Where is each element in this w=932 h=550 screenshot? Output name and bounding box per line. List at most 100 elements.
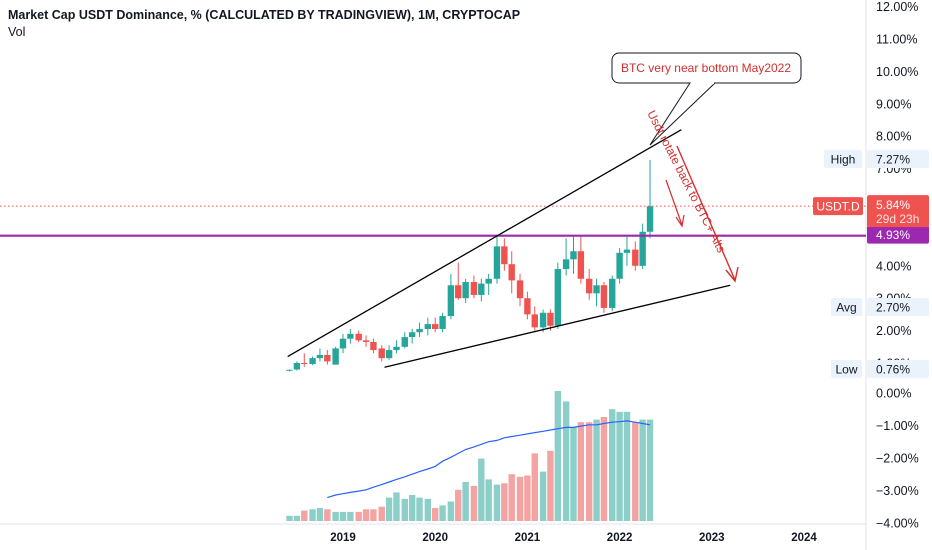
candle-body xyxy=(362,340,370,342)
candle-body xyxy=(554,269,562,326)
volume-tick-label: −4.00% xyxy=(876,517,919,531)
volume-bar xyxy=(485,479,492,521)
small-arrow-head xyxy=(675,214,685,228)
time-tick-label: 2021 xyxy=(515,532,541,544)
candle-body xyxy=(623,249,631,253)
rotation-arrow-line[interactable] xyxy=(676,145,736,281)
candle-body xyxy=(355,333,362,341)
avg-tag: Avg 2.70% xyxy=(831,298,929,316)
volume-bar xyxy=(370,509,377,521)
trendline[interactable] xyxy=(287,129,682,358)
candle-body xyxy=(547,312,554,326)
volume-bar xyxy=(385,497,393,521)
current-value: 5.84% xyxy=(876,198,910,212)
low-tag: Low 0.76% xyxy=(831,360,929,378)
volume-indicator-label: Vol xyxy=(8,25,25,39)
candle-body xyxy=(347,333,354,339)
volume-bar xyxy=(593,419,600,521)
volume-bar xyxy=(639,419,646,521)
candle-body xyxy=(577,251,585,279)
drawings[interactable] xyxy=(0,129,866,368)
volume-bar xyxy=(585,422,593,521)
candle-body xyxy=(585,278,593,294)
avg-tag-label: Avg xyxy=(836,300,856,314)
avg-tag-label-bg xyxy=(831,298,862,316)
candle-body xyxy=(408,332,416,338)
volume-bar xyxy=(646,419,654,521)
current-value-bg xyxy=(867,195,929,228)
volume-bar xyxy=(508,474,515,521)
high-tag-value-bg xyxy=(867,150,929,168)
small-arrow-line xyxy=(665,179,683,226)
candle-body xyxy=(516,280,524,299)
avg-tag-value-bg xyxy=(867,298,929,316)
arrow-annotation-text: Usdt rotate back to BTC+ Alts xyxy=(644,108,728,255)
volume-bar xyxy=(455,489,462,521)
time-tick-label: 2023 xyxy=(699,532,725,544)
candle-body xyxy=(600,285,608,308)
low-tag-value: 0.76% xyxy=(876,362,910,376)
candle-body xyxy=(293,363,301,370)
candle-body xyxy=(646,206,654,232)
volume-bar xyxy=(439,505,446,521)
candle-body xyxy=(301,363,308,364)
candle-body xyxy=(531,314,538,328)
volume-bar xyxy=(324,509,331,521)
time-axis[interactable]: 2019 2020 2021 2022 2023 2024 xyxy=(330,532,817,544)
candle-body xyxy=(632,249,639,266)
trendline[interactable] xyxy=(384,284,731,368)
volume-bar xyxy=(623,411,631,521)
current-symbol-label: USDT.D xyxy=(816,199,860,213)
time-tick-label: 2019 xyxy=(330,532,356,544)
chart-title: Market Cap USDT Dominance, % (CALCULATED… xyxy=(8,8,520,22)
volume-bar xyxy=(470,485,478,521)
candle-body xyxy=(447,285,455,317)
callout-annotation[interactable]: BTC very near bottom May2022 xyxy=(611,52,802,146)
bar-countdown: 29d 23h xyxy=(876,212,919,226)
volume-bar xyxy=(539,471,547,521)
candle-body xyxy=(562,259,570,270)
candle-body xyxy=(385,350,393,359)
low-tag-label-bg xyxy=(831,360,862,378)
price-tick-label: 9.00% xyxy=(876,97,911,111)
price-tick-label: 8.00% xyxy=(876,130,911,144)
volume-bar xyxy=(301,510,308,521)
candle-body xyxy=(370,341,377,351)
candle-body xyxy=(524,298,531,315)
volume-bar xyxy=(501,483,508,521)
level-tag: 4.93% xyxy=(867,225,929,244)
volume-bar xyxy=(378,506,385,521)
candle-body xyxy=(616,252,623,279)
candle-body xyxy=(393,346,400,351)
volume-bar xyxy=(600,417,608,521)
volume-bar xyxy=(493,484,501,521)
volume-bar xyxy=(609,409,616,521)
low-tag-value-bg xyxy=(867,360,929,378)
candle-body xyxy=(470,282,478,295)
candle-body xyxy=(416,328,423,333)
volume-tick-label: −3.00% xyxy=(876,484,919,498)
volume-bar xyxy=(432,508,439,521)
price-tick-label: 12.00% xyxy=(876,0,918,14)
volume-bar xyxy=(616,411,623,521)
volume-bar xyxy=(562,401,570,521)
callout-text: BTC very near bottom May2022 xyxy=(621,61,791,75)
price-tick-label: 4.00% xyxy=(876,259,911,273)
volume-tick-label: −2.00% xyxy=(876,452,919,466)
volume-bar xyxy=(462,482,469,521)
candle-body xyxy=(508,264,515,281)
candle-body xyxy=(316,354,324,359)
price-tick-label: 10.00% xyxy=(876,65,918,79)
time-tick-label: 2020 xyxy=(422,532,448,544)
candle-body xyxy=(339,338,347,349)
candle-body xyxy=(462,282,469,299)
current-price-tag: USDT.D 5.84%29d 23h xyxy=(813,195,929,228)
level-tag-value-bg xyxy=(867,225,929,244)
candle-body xyxy=(324,354,331,362)
candle-body xyxy=(378,348,385,359)
volume-bar xyxy=(339,511,347,521)
volume-bar xyxy=(577,422,585,521)
callout-pointer xyxy=(649,82,716,146)
volume-bar xyxy=(347,511,354,521)
